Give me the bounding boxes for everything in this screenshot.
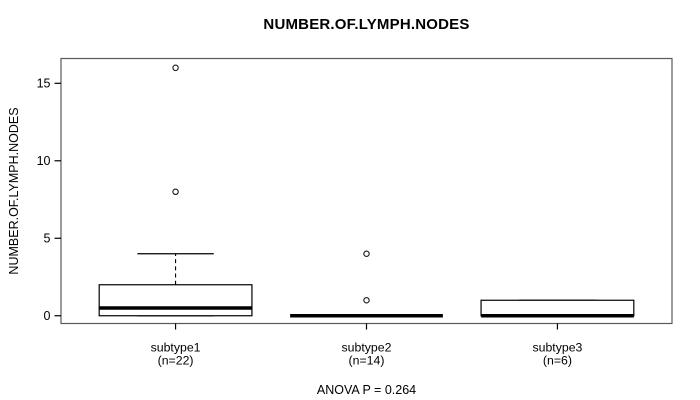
y-tick-label: 5 <box>44 232 51 246</box>
outlier-point <box>172 64 179 72</box>
group-sublabel: (n=14) <box>349 354 385 368</box>
chart-title: NUMBER.OF.LYMPH.NODES <box>263 16 470 33</box>
box <box>480 299 635 317</box>
anova-annotation: ANOVA P = 0.264 <box>316 383 417 397</box>
group-label: subtype3 <box>532 341 582 355</box>
y-tick-label: 0 <box>44 309 51 323</box>
y-tick-label: 15 <box>37 77 51 91</box>
box <box>98 284 253 317</box>
plot-frame <box>60 57 673 325</box>
group-label: subtype1 <box>151 341 201 355</box>
outlier-point <box>363 250 370 258</box>
outlier-point <box>172 188 179 196</box>
group-sublabel: (n=22) <box>158 354 194 368</box>
group-label: subtype2 <box>342 341 392 355</box>
y-tick-label: 10 <box>37 154 51 168</box>
group-sublabel: (n=6) <box>543 354 572 368</box>
outlier-point <box>363 297 370 304</box>
